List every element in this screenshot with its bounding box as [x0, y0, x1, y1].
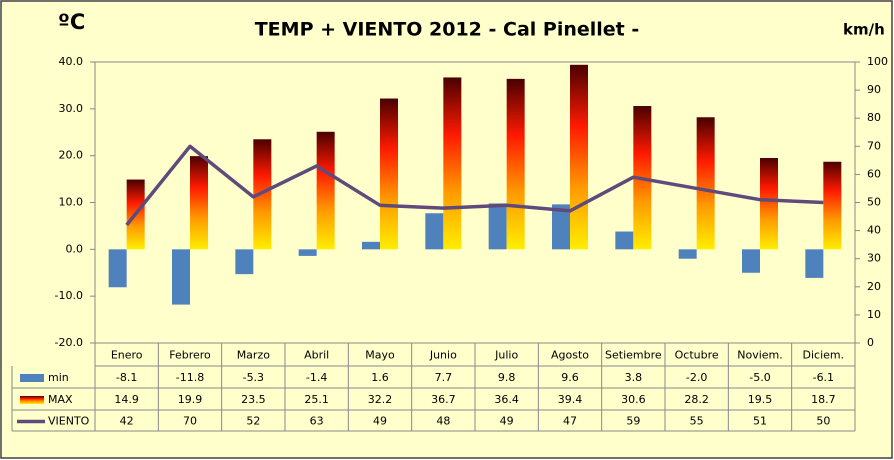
bar: [362, 241, 380, 250]
table-value: 14.9: [114, 393, 139, 406]
table-value: 52: [246, 415, 260, 428]
legend-key: [20, 396, 44, 404]
y-tick-label: -20.0: [55, 336, 83, 349]
table-value: -5.3: [243, 371, 264, 384]
y2-tick-label: 60: [867, 167, 881, 180]
bar: [506, 78, 525, 250]
table-value: 23.5: [241, 393, 266, 406]
bar: [298, 249, 317, 256]
bar: [552, 204, 570, 250]
table-value: 36.7: [431, 393, 456, 406]
x-tick-label: Abril: [304, 349, 329, 362]
table-value: 32.2: [368, 393, 393, 406]
x-tick-label: Febrero: [169, 349, 211, 362]
x-tick-label: Junio: [429, 349, 457, 362]
bar: [823, 161, 842, 250]
table-value: -6.1: [813, 371, 834, 384]
legend-label: VIENTO: [48, 415, 90, 428]
y2-tick-label: 50: [867, 196, 881, 209]
table-value: 19.5: [748, 393, 773, 406]
bar: [570, 64, 588, 250]
y-tick-label: 40.0: [59, 55, 84, 68]
bar: [805, 249, 824, 278]
table-value: 3.8: [625, 371, 643, 384]
y-tick-label: 20.0: [59, 149, 84, 162]
x-tick-label: Noviem.: [737, 349, 783, 362]
table-value: -8.1: [116, 371, 137, 384]
table-value: 28.2: [684, 393, 709, 406]
table-value: 51: [753, 415, 767, 428]
legend-key: [20, 374, 44, 382]
bar: [172, 249, 190, 305]
chart-title: TEMP + VIENTO 2012 - Cal Pinellet -: [255, 19, 640, 41]
bar: [615, 231, 634, 250]
y2-tick-label: 20: [867, 280, 881, 293]
bar: [742, 249, 760, 273]
bar: [760, 158, 778, 250]
table-value: -5.0: [749, 371, 770, 384]
table-value: 55: [690, 415, 704, 428]
table-value: -1.4: [306, 371, 327, 384]
table-value: 9.6: [561, 371, 579, 384]
table-value: 49: [500, 415, 514, 428]
x-tick-label: Agosto: [551, 349, 589, 362]
table-value: 59: [626, 415, 640, 428]
y-tick-label: 0.0: [66, 242, 84, 255]
y2-axis-label: km/h: [843, 21, 885, 39]
table-value: -11.8: [176, 371, 204, 384]
x-tick-label: Marzo: [237, 349, 271, 362]
bar: [108, 249, 127, 288]
table-value: 50: [816, 415, 830, 428]
x-tick-label: Julio: [494, 349, 518, 362]
table-value: 1.6: [371, 371, 389, 384]
table-value: 63: [310, 415, 324, 428]
table-value: 18.7: [811, 393, 836, 406]
y-tick-label: -10.0: [55, 289, 83, 302]
x-tick-label: Diciem.: [803, 349, 845, 362]
table-value: 7.7: [435, 371, 453, 384]
y2-tick-label: 30: [867, 252, 881, 265]
table-value: 25.1: [304, 393, 329, 406]
legend-label: min: [48, 371, 69, 384]
table-value: 9.8: [498, 371, 516, 384]
y2-tick-label: 90: [867, 83, 881, 96]
table-value: 39.4: [558, 393, 583, 406]
bar: [678, 249, 697, 259]
line: [125, 144, 824, 227]
bar: [443, 77, 462, 250]
y2-tick-label: 70: [867, 139, 881, 152]
table-value: 42: [120, 415, 134, 428]
legend-label: MAX: [48, 393, 73, 406]
bar: [425, 213, 444, 250]
y2-tick-label: 80: [867, 111, 881, 124]
table-value: 49: [373, 415, 387, 428]
bar: [235, 249, 254, 275]
x-tick-label: Octubre: [675, 349, 719, 362]
table-value: 48: [436, 415, 450, 428]
y2-tick-label: 10: [867, 308, 881, 321]
bar: [190, 156, 208, 250]
y-tick-label: 30.0: [59, 102, 84, 115]
plot-area: [94, 61, 856, 344]
table-value: 36.4: [494, 393, 519, 406]
bar: [380, 98, 398, 250]
table-value: 47: [563, 415, 577, 428]
y2-tick-label: 100: [867, 55, 888, 68]
bar: [488, 203, 507, 250]
table-value: 30.6: [621, 393, 646, 406]
y-tick-label: 10.0: [59, 196, 84, 209]
table-value: 19.9: [178, 393, 203, 406]
y2-tick-label: 0: [867, 336, 874, 349]
x-tick-label: Mayo: [365, 349, 395, 362]
bar: [316, 131, 335, 250]
x-tick-label: Setiembre: [605, 349, 662, 362]
y-axis-label: ºC: [58, 10, 85, 34]
y2-tick-label: 40: [867, 224, 881, 237]
table-value: -2.0: [686, 371, 707, 384]
x-tick-label: Enero: [111, 349, 143, 362]
bar: [696, 117, 715, 250]
table-value: 70: [183, 415, 197, 428]
